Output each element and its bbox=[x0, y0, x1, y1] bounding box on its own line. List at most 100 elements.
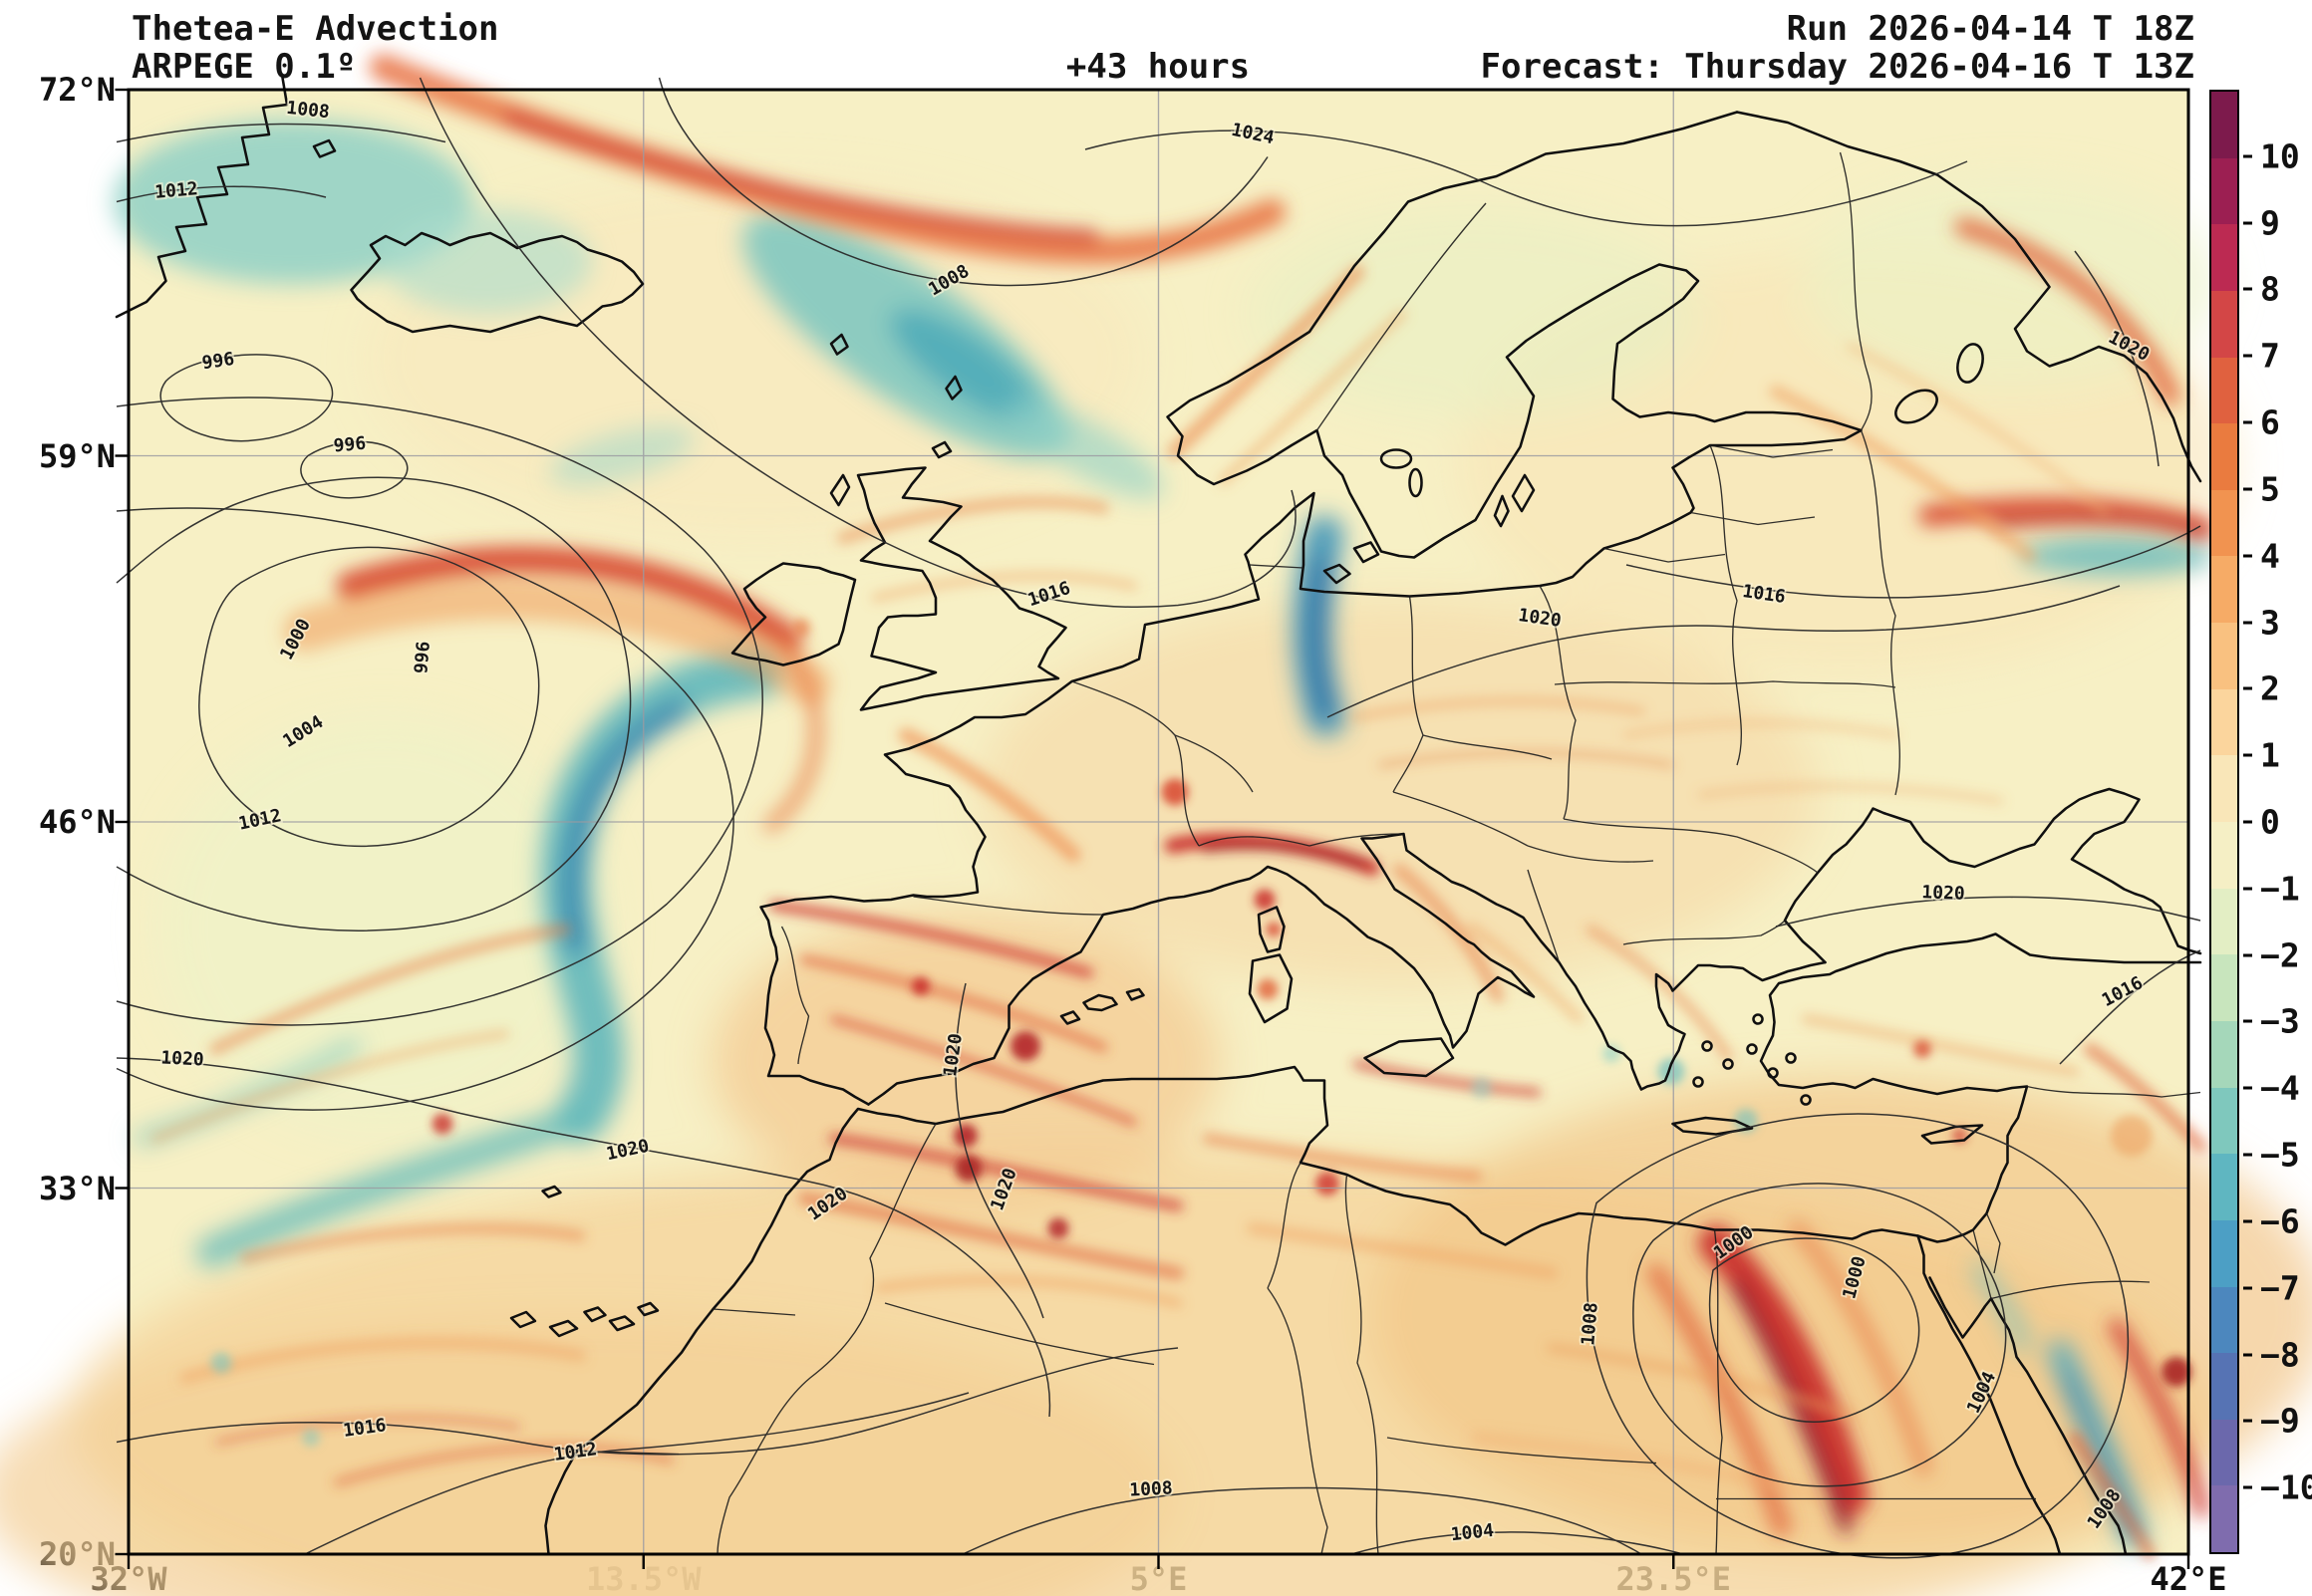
colorbar-tick: −1 bbox=[2243, 869, 2300, 908]
colorbar-tick: −5 bbox=[2243, 1136, 2300, 1175]
colorbar-tickmark bbox=[2243, 621, 2252, 625]
colorbar-tick-label: −1 bbox=[2260, 869, 2300, 909]
colorbar-tick: −9 bbox=[2243, 1402, 2300, 1441]
colorbar-tick: −8 bbox=[2243, 1335, 2300, 1374]
colorbar-tickmark bbox=[2243, 221, 2252, 225]
colorbar-tick-label: 10 bbox=[2260, 136, 2300, 176]
colorbar-tick-label: 6 bbox=[2260, 402, 2280, 442]
colorbar-tick-label: 0 bbox=[2260, 802, 2280, 842]
colorbar-tick: −10 bbox=[2243, 1468, 2312, 1507]
colorbar-tick: −4 bbox=[2243, 1069, 2300, 1108]
axis-ticks bbox=[115, 88, 2190, 1569]
coastlines-layer bbox=[115, 76, 2202, 1556]
colorbar-tick-label: 9 bbox=[2260, 203, 2280, 243]
isobar-value-label: 1012 bbox=[153, 178, 198, 203]
colorbar-tick-label: −6 bbox=[2260, 1201, 2300, 1241]
colorbar-band bbox=[2211, 92, 2237, 158]
colorbar-tick-label: −9 bbox=[2260, 1401, 2300, 1441]
colorbar-band bbox=[2211, 1485, 2237, 1553]
colorbar-tickmark bbox=[2243, 487, 2252, 491]
map-frame bbox=[127, 88, 2190, 1556]
advection-field-layer bbox=[0, 54, 2312, 1596]
colorbar-tickmark bbox=[2243, 1286, 2252, 1290]
colorbar-band bbox=[2211, 755, 2237, 823]
isobar-value-label: 996 bbox=[200, 349, 235, 374]
colorbar-tick-label: −2 bbox=[2260, 935, 2300, 975]
colorbar-band bbox=[2211, 623, 2237, 689]
model-label: ARPEGE 0.1º bbox=[132, 47, 357, 87]
isobar-value-label: 1008 bbox=[1578, 1301, 1602, 1346]
colorbar-tick: 7 bbox=[2243, 337, 2280, 376]
colorbar-tickmark bbox=[2243, 1086, 2252, 1090]
isobars-layer bbox=[116, 77, 2201, 1559]
colorbar-band bbox=[2211, 822, 2237, 889]
colorbar-tickmark bbox=[2243, 420, 2252, 424]
colorbar-tickmark bbox=[2243, 1485, 2252, 1489]
colorbar-tickmark bbox=[2243, 953, 2252, 957]
colorbar-ticks: 10 9 8 7 6 5 4 3 2 1 0 −1 −2 −3 −4 −5 −6 −7 −8 −9 −10 bbox=[2243, 90, 2312, 1554]
colorbar-band bbox=[2211, 157, 2237, 225]
colorbar-tickmark bbox=[2243, 1419, 2252, 1423]
y-tick-label: 72°N bbox=[38, 71, 116, 109]
colorbar-band bbox=[2211, 423, 2237, 490]
colorbar-tick-label: 2 bbox=[2260, 668, 2280, 708]
colorbar-tickmark bbox=[2243, 686, 2252, 690]
y-axis: 72°N59°N46°N33°N20°N bbox=[0, 71, 122, 1573]
colorbar-tick-label: 7 bbox=[2260, 336, 2280, 376]
colorbar-tick-label: −4 bbox=[2260, 1068, 2300, 1108]
run-label: Run 2026-04-14 T 18Z bbox=[1786, 9, 2194, 49]
colorbar-tick: −3 bbox=[2243, 1002, 2300, 1041]
colorbar-tick-label: −5 bbox=[2260, 1135, 2300, 1175]
colorbar-tickmark bbox=[2243, 753, 2252, 757]
y-tick-label: 59°N bbox=[38, 436, 116, 475]
colorbar-tickmark bbox=[2243, 820, 2252, 824]
colorbar-tickmark bbox=[2243, 287, 2252, 291]
colorbar-tickmark bbox=[2243, 1219, 2252, 1223]
colorbar-tick-label: 5 bbox=[2260, 469, 2280, 509]
colorbar-tickmark bbox=[2243, 1153, 2252, 1157]
colorbar-tick-label: −7 bbox=[2260, 1268, 2300, 1308]
colorbar-tick: 0 bbox=[2243, 803, 2280, 842]
colorbar-tick: 6 bbox=[2243, 403, 2280, 442]
colorbar-tick: 8 bbox=[2243, 270, 2280, 309]
colorbar-tickmark bbox=[2243, 554, 2252, 558]
y-tick-label: 46°N bbox=[38, 803, 116, 841]
borders-layer bbox=[576, 151, 2201, 1555]
y-tick-label: 33°N bbox=[38, 1169, 116, 1207]
isobar-value-label: 1008 bbox=[1129, 1477, 1173, 1500]
colorbar-tick: 2 bbox=[2243, 669, 2280, 708]
colorbar-band bbox=[2211, 1286, 2237, 1354]
isobar-value-label: 1008 bbox=[285, 98, 330, 123]
chart-title: Thetea-E Advection bbox=[132, 9, 499, 49]
colorbar-tick: 5 bbox=[2243, 469, 2280, 508]
colorbar-tickmark bbox=[2243, 1353, 2252, 1357]
colorbar-band bbox=[2211, 1020, 2237, 1088]
colorbar-tick-label: −10 bbox=[2260, 1467, 2312, 1507]
colorbar-tick: 4 bbox=[2243, 536, 2280, 575]
colorbar-tick: −2 bbox=[2243, 935, 2300, 974]
colorbar-tick: −7 bbox=[2243, 1268, 2300, 1307]
colorbar-tick: 1 bbox=[2243, 736, 2280, 775]
colorbar-tickmark bbox=[2243, 1019, 2252, 1023]
colorbar bbox=[2209, 90, 2239, 1554]
colorbar-tick-label: 1 bbox=[2260, 735, 2280, 775]
map-area: 996 996 1000 996 1004 1012 1008 1008 1012 1024 101… bbox=[0, 54, 2312, 1596]
colorbar-band bbox=[2211, 556, 2237, 624]
isobar-value-label: 1024 bbox=[1230, 120, 1277, 149]
isobar-value-label: 1020 bbox=[160, 1047, 204, 1070]
colorbar-band bbox=[2211, 224, 2237, 291]
lead-time-label: +43 hours bbox=[1065, 47, 1251, 87]
colorbar-band bbox=[2211, 1087, 2237, 1155]
colorbar-tick-label: −8 bbox=[2260, 1335, 2300, 1375]
colorbar-tick: −6 bbox=[2243, 1201, 2300, 1240]
colorbar-tick: 9 bbox=[2243, 203, 2280, 242]
colorbar-band bbox=[2211, 290, 2237, 358]
colorbar-band bbox=[2211, 954, 2237, 1021]
colorbar-tickmark bbox=[2243, 154, 2252, 158]
colorbar-band bbox=[2211, 489, 2237, 557]
colorbar-tickmark bbox=[2243, 354, 2252, 358]
colorbar-band bbox=[2211, 688, 2237, 756]
colorbar-tick-label: 8 bbox=[2260, 269, 2280, 309]
